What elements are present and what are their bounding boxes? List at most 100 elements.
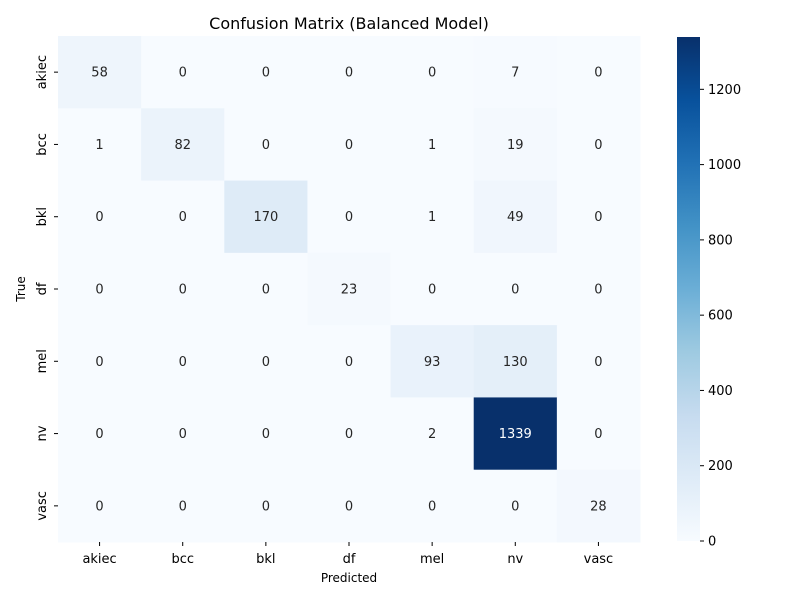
- cell-value-label: 0: [594, 66, 602, 81]
- cell-value-label: 0: [262, 499, 270, 514]
- heatmap-cell: [141, 397, 225, 471]
- heatmap-cell: [224, 36, 308, 109]
- heatmap-cell: [390, 252, 475, 326]
- cell-value-label: 0: [179, 210, 187, 225]
- heatmap-cell: [390, 108, 475, 182]
- cell-value-label: 0: [345, 427, 353, 442]
- heatmap-cell: [307, 469, 392, 543]
- y-tick-labels: akiec bcc bkl df mel nv vasc: [35, 55, 58, 521]
- heatmap-cell: [307, 180, 392, 254]
- y-axis-label: True: [14, 276, 28, 303]
- cell-value-label: 0: [345, 138, 353, 153]
- cell-value-label: 0: [179, 499, 187, 514]
- heatmap-cell: [556, 180, 641, 254]
- heatmap-cell: [141, 469, 225, 543]
- cell-value-label: 49: [507, 210, 524, 225]
- cell-value-label: 130: [503, 355, 528, 370]
- colorbar-tick-label: 1200: [708, 83, 741, 98]
- heatmap-cell: [307, 108, 392, 182]
- cell-value-label: 0: [428, 66, 436, 81]
- y-tick-label: akiec: [35, 55, 50, 89]
- x-tick-label: bkl: [256, 552, 275, 567]
- heatmap-cell: [473, 252, 558, 326]
- x-tick-label: df: [343, 552, 356, 567]
- y-tick-label: bkl: [35, 207, 50, 226]
- cell-value-label: 1339: [499, 427, 532, 442]
- cell-value-label: 1: [428, 210, 436, 225]
- heatmap-cell: [473, 180, 558, 254]
- heatmap-cell: [390, 397, 475, 471]
- cell-value-label: 23: [341, 283, 358, 298]
- x-tick-label: mel: [420, 552, 444, 567]
- heatmap-cell: [58, 397, 142, 471]
- heatmap-cell: [556, 325, 641, 398]
- cell-value-label: 58: [91, 66, 108, 81]
- cell-value-label: 2: [428, 427, 436, 442]
- heatmap-cell: [141, 325, 225, 398]
- cell-value-label: 19: [507, 138, 524, 153]
- cell-value-label: 0: [262, 355, 270, 370]
- cell-value-label: 0: [428, 283, 436, 298]
- heatmap-grid: 58 0 0 0 0 7 0 1 82 0 0 1 19 0 0 0 170 0 1 49 0 0 0 0 23 0 0 0 0 0 0 0 9…: [58, 36, 641, 543]
- heatmap-cell: [58, 325, 142, 398]
- cell-value-label: 0: [345, 499, 353, 514]
- heatmap-cell: [141, 180, 225, 254]
- heatmap-cell: [556, 397, 641, 471]
- y-tick-label: vasc: [35, 491, 50, 521]
- heatmap-cell: [224, 180, 308, 254]
- heatmap-cell: [390, 325, 475, 398]
- cell-value-label: 0: [95, 427, 103, 442]
- cell-value-label: 0: [428, 499, 436, 514]
- heatmap-cell: [141, 36, 225, 109]
- colorbar-tick-label: 200: [708, 459, 733, 474]
- cell-value-label: 0: [262, 66, 270, 81]
- heatmap-cell: [58, 108, 142, 182]
- cell-value-label: 0: [95, 355, 103, 370]
- colorbar-tick-label: 1000: [708, 158, 741, 173]
- heatmap-cell: [390, 180, 475, 254]
- y-tick-label: df: [35, 282, 50, 295]
- cell-value-label: 170: [253, 210, 278, 225]
- cell-value-label: 0: [179, 427, 187, 442]
- heatmap-cell: [556, 469, 641, 543]
- cell-value-label: 0: [511, 283, 519, 298]
- cell-value-label: 0: [95, 283, 103, 298]
- y-tick-label: nv: [35, 425, 50, 441]
- colorbar: [677, 37, 700, 541]
- cell-value-label: 0: [179, 66, 187, 81]
- heatmap-cell: [58, 36, 142, 109]
- heatmap-cell: [473, 397, 558, 471]
- heatmap-cell: [473, 36, 558, 109]
- heatmap-cell: [58, 180, 142, 254]
- colorbar-tick-label: 800: [708, 233, 733, 248]
- colorbar-ticks: 0 200 400 600 800 1000 1200: [700, 83, 741, 550]
- x-tick-label: akiec: [82, 552, 116, 567]
- cell-value-label: 0: [345, 210, 353, 225]
- cell-value-label: 7: [511, 66, 519, 81]
- chart-title: Confusion Matrix (Balanced Model): [209, 14, 489, 33]
- y-tick-label: bcc: [35, 133, 50, 156]
- x-tick-label: vasc: [584, 552, 614, 567]
- x-tick-label: bcc: [171, 552, 194, 567]
- heatmap-cell: [473, 469, 558, 543]
- heatmap-cell: [307, 397, 392, 471]
- cell-value-label: 0: [345, 66, 353, 81]
- x-axis-label: Predicted: [321, 571, 377, 585]
- cell-value-label: 0: [511, 499, 519, 514]
- cell-value-label: 0: [345, 355, 353, 370]
- cell-value-label: 0: [594, 427, 602, 442]
- colorbar-tick-label: 400: [708, 384, 733, 399]
- heatmap-cell: [556, 108, 641, 182]
- heatmap-cell: [307, 325, 392, 398]
- colorbar-tick-label: 600: [708, 309, 733, 324]
- heatmap-cell: [473, 325, 558, 398]
- cell-value-label: 93: [424, 355, 441, 370]
- y-tick-label: mel: [35, 349, 50, 373]
- cell-value-label: 0: [179, 355, 187, 370]
- cell-value-label: 28: [590, 499, 607, 514]
- cell-value-label: 0: [594, 355, 602, 370]
- heatmap-cell: [307, 252, 392, 326]
- heatmap-cell: [58, 469, 142, 543]
- cell-value-label: 0: [262, 283, 270, 298]
